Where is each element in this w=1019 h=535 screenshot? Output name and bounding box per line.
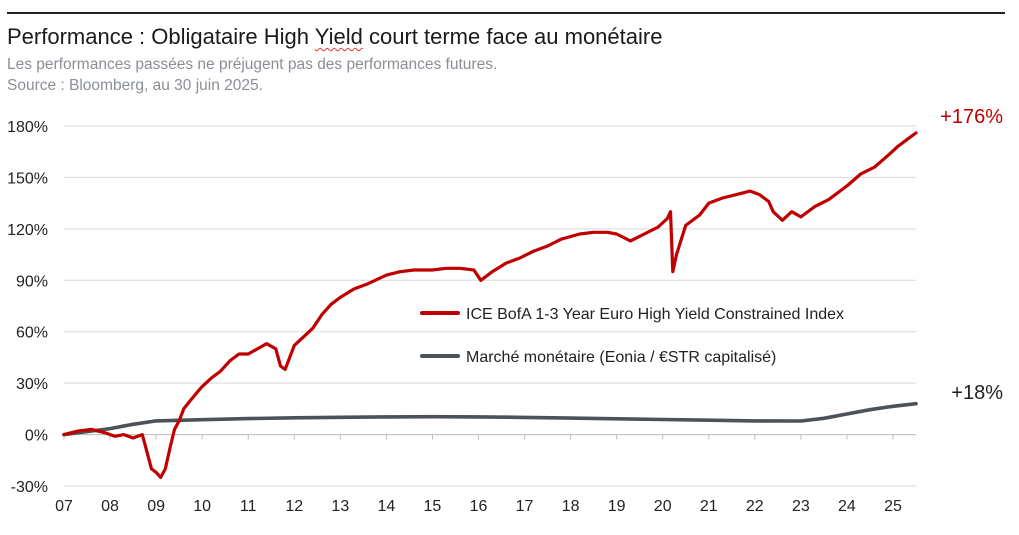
x-tick-label: 12: [285, 498, 303, 515]
x-tick-label: 19: [608, 498, 626, 515]
series-line-high-yield: [62, 131, 918, 479]
x-tick-label: 22: [746, 498, 764, 515]
x-tick-label: 08: [101, 498, 119, 515]
x-tick-label: 15: [424, 498, 442, 515]
top-rule: [7, 12, 1005, 14]
series-layer: [62, 131, 918, 479]
series-end-label: +18%: [951, 382, 1003, 404]
y-tick-label: 180%: [7, 119, 48, 136]
x-tick-label: 13: [331, 498, 349, 515]
y-tick-label: 30%: [16, 376, 48, 393]
x-tick-label: 17: [516, 498, 534, 515]
end-labels: +176% +18%: [940, 106, 1003, 404]
y-tick-label: 60%: [16, 325, 48, 342]
x-tick-label: 20: [654, 498, 672, 515]
legend-label: Marché monétaire (Eonia / €STR capitalis…: [466, 349, 776, 366]
x-tick-label: 25: [884, 498, 902, 515]
series-end-label: +176%: [940, 106, 1003, 128]
x-tick-label: 10: [193, 498, 211, 515]
spellcheck-underlined-word: Yield: [314, 24, 363, 49]
y-tick-label: 150%: [7, 170, 48, 187]
x-axis: 07 08 09 10 11 12 13 14 15 16 17 18 19 20 21 22 23 24 25: [55, 434, 916, 515]
legend: ICE BofA 1-3 Year Euro High Yield Constr…: [420, 306, 844, 366]
y-tick-label: 0%: [25, 428, 48, 445]
x-tick-label: 24: [838, 498, 856, 515]
x-tick-label: 14: [377, 498, 395, 515]
y-tick-label: 120%: [7, 222, 48, 239]
chart-subtitle: Les performances passées ne préjugent pa…: [7, 56, 498, 73]
chart-source: Source : Bloomberg, au 30 juin 2025.: [7, 77, 263, 94]
y-tick-label: -30%: [11, 479, 48, 496]
x-tick-label: 23: [792, 498, 810, 515]
series-line-money-market: [62, 401, 918, 437]
legend-label: ICE BofA 1-3 Year Euro High Yield Constr…: [466, 306, 844, 323]
x-tick-label: 21: [700, 498, 718, 515]
x-tick-label: 18: [562, 498, 580, 515]
chart-title: Performance : Obligataire High Yield cou…: [7, 24, 663, 49]
x-tick-label: 07: [55, 498, 73, 515]
y-tick-label: 90%: [16, 273, 48, 290]
x-tick-label: 11: [240, 498, 257, 515]
x-tick-label: 09: [147, 498, 165, 515]
y-axis-ticks: -30% 0% 30% 60% 90% 120% 150% 180%: [7, 119, 48, 496]
x-tick-label: 16: [470, 498, 488, 515]
